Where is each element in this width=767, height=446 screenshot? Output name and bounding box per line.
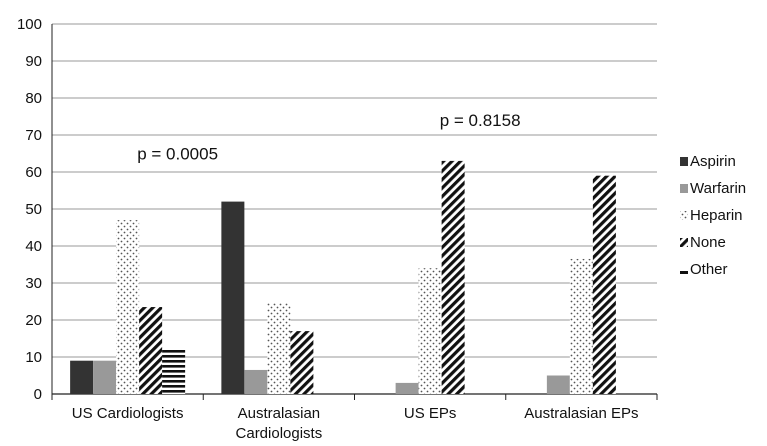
y-tick-label: 10 xyxy=(25,349,42,366)
bar-none xyxy=(441,160,465,394)
y-tick-label: 40 xyxy=(25,238,42,255)
bar-none xyxy=(139,307,163,394)
bars xyxy=(70,160,616,394)
y-tick-label: 30 xyxy=(25,275,42,292)
p-value-annotation: p = 0.0005 xyxy=(137,145,218,164)
y-tick-label: 20 xyxy=(25,312,42,329)
bar-heparin xyxy=(267,303,291,394)
bar-heparin xyxy=(569,258,593,394)
labels: 0 10 20 30 40 50 60 70 80 90 100 US Cardiologists Au… xyxy=(17,16,639,442)
y-tick-label: 0 xyxy=(34,386,42,403)
bar-warfarin xyxy=(546,375,570,394)
legend-label-heparin: Heparin xyxy=(690,207,743,224)
y-tick-label: 50 xyxy=(25,201,42,218)
x-category-label: Cardiologists xyxy=(236,425,323,442)
bar-warfarin xyxy=(93,360,117,394)
legend-swatch-warfarin xyxy=(680,184,688,193)
legend-swatch-none xyxy=(680,238,688,247)
x-category-label: Australasian EPs xyxy=(524,405,638,422)
bar-warfarin xyxy=(244,369,268,394)
bar-aspirin xyxy=(70,360,94,394)
bar-warfarin xyxy=(395,382,419,394)
x-category-label: Australasian xyxy=(238,405,321,422)
x-category-label: US EPs xyxy=(404,405,457,422)
bar-none xyxy=(290,331,314,394)
x-category-label: US Cardiologists xyxy=(72,405,184,422)
bar-other xyxy=(162,349,186,394)
legend-label-warfarin: Warfarin xyxy=(690,180,746,197)
bar-aspirin xyxy=(221,201,245,394)
bar-heparin xyxy=(116,220,140,394)
y-tick-label: 90 xyxy=(25,53,42,70)
legend-swatch-heparin xyxy=(680,211,688,220)
legend-label-other: Other xyxy=(690,261,728,278)
legend-label-none: None xyxy=(690,234,726,251)
y-tick-label: 80 xyxy=(25,90,42,107)
bar-none xyxy=(592,175,616,394)
bar-heparin xyxy=(418,268,442,394)
y-tick-label: 100 xyxy=(17,16,42,33)
legend-swatch-other xyxy=(680,271,688,274)
y-tick-label: 60 xyxy=(25,164,42,181)
p-value-annotation: p = 0.8158 xyxy=(440,111,521,130)
y-tick-label: 70 xyxy=(25,127,42,144)
legend-label-aspirin: Aspirin xyxy=(690,153,736,170)
legend-swatch-aspirin xyxy=(680,157,688,166)
legend: Aspirin Warfarin Heparin None Other xyxy=(680,153,746,278)
